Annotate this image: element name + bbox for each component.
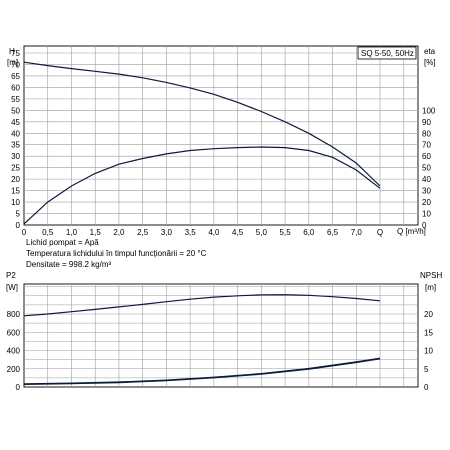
bottom-left-axis-title: P2 <box>6 271 16 280</box>
top-left-tick-label: 50 <box>11 106 20 115</box>
top-x-tick-label: 7,0 <box>351 228 363 237</box>
top-chart-curves <box>23 61 381 225</box>
top-x-tick-label: 5,0 <box>256 228 268 237</box>
top-x-tick-label: 1,0 <box>66 228 78 237</box>
top-right-tick-label: 80 <box>422 129 431 138</box>
top-right-tick-label: 60 <box>422 152 431 161</box>
top-right-tick-label: 40 <box>422 175 431 184</box>
top-left-tick-label: 15 <box>11 187 20 196</box>
top-right-tick-label: 30 <box>422 187 431 196</box>
top-x-tick-label: 6,5 <box>327 228 339 237</box>
top-left-tick-label: 0 <box>16 221 21 230</box>
bottom-chart-curves <box>23 294 381 385</box>
top-left-tick-label: 45 <box>11 118 20 127</box>
title-box <box>357 46 417 60</box>
top-left-tick-label: 65 <box>11 72 20 81</box>
top-x-tick-label: 2,0 <box>113 228 125 237</box>
bottom-right-axis-unit: [m] <box>425 283 436 292</box>
top-x-tick-label: 3,5 <box>185 228 197 237</box>
top-right-tick-label: 50 <box>422 164 431 173</box>
top-x-tick-label: 3,0 <box>161 228 173 237</box>
top-x-tick-label: 1,5 <box>90 228 102 237</box>
efficiency-curve <box>23 146 381 225</box>
bottom-chart-grid: 0 200 400 600 800 0 5 10 15 20 <box>7 283 433 392</box>
top-right-axis-unit: [%] <box>424 58 436 67</box>
top-x-tick-label: 0 <box>22 228 27 237</box>
top-left-tick-label: 55 <box>11 95 20 104</box>
top-left-tick-label: 5 <box>16 210 21 219</box>
top-x-tick-label: 0,5 <box>42 228 54 237</box>
top-left-tick-label: 10 <box>11 198 20 207</box>
bottom-chart-frame <box>23 283 419 388</box>
power-p2-curve <box>23 294 381 317</box>
bottom-right-tick-label: 0 <box>424 383 429 392</box>
bottom-right-axis-title: NPSH <box>420 271 442 280</box>
bottom-right-tick-label: 15 <box>424 328 433 337</box>
top-left-tick-label: 75 <box>11 49 20 58</box>
head-curve <box>23 61 381 187</box>
bottom-left-tick-label: 600 <box>7 328 21 337</box>
top-x-tick-label: 4,5 <box>232 228 244 237</box>
top-chart-frame <box>23 45 419 226</box>
top-right-tick-label: 10 <box>422 210 431 219</box>
top-x-tick-label: 6,0 <box>303 228 315 237</box>
top-left-tick-label: 20 <box>11 175 20 184</box>
bottom-left-axis-unit: [W] <box>6 283 18 292</box>
top-x-axis-title: Q [m³/h] <box>397 227 426 236</box>
top-x-tick-label: 2,5 <box>137 228 149 237</box>
top-right-tick-label: 70 <box>422 141 431 150</box>
top-chart-grid: 0510152025303540455055606570750102030405… <box>11 45 436 237</box>
top-right-tick-label: 90 <box>422 118 431 127</box>
npsh-curve <box>23 357 381 385</box>
top-left-tick-label: 35 <box>11 141 20 150</box>
top-right-tick-label: 0 <box>422 221 427 230</box>
note-density: Densitate = 998.2 kg/m³ <box>26 260 111 269</box>
top-left-tick-label: 25 <box>11 164 20 173</box>
top-x-axis-q-label: Q <box>377 228 383 237</box>
note-liquid-temperature: Temperatura lichidului în timpul funcțio… <box>26 249 207 258</box>
chart-title: SQ 5-50, 50Hz <box>361 49 414 58</box>
note-pumped-liquid: Lichid pompat = Apă <box>26 238 99 247</box>
top-left-tick-label: 60 <box>11 83 20 92</box>
bottom-right-tick-label: 5 <box>424 365 429 374</box>
bottom-left-tick-label: 0 <box>16 383 21 392</box>
top-x-tick-label: 4,0 <box>208 228 220 237</box>
bottom-left-tick-label: 800 <box>7 310 21 319</box>
bottom-right-tick-label: 10 <box>424 347 433 356</box>
top-left-tick-label: 30 <box>11 152 20 161</box>
top-left-axis-unit: [m] <box>7 58 18 67</box>
bottom-left-tick-label: 200 <box>7 365 21 374</box>
top-right-axis-title: eta <box>424 47 436 56</box>
bottom-right-tick-label: 20 <box>424 310 433 319</box>
top-x-tick-label: 5,5 <box>280 228 292 237</box>
top-left-tick-label: 40 <box>11 129 20 138</box>
top-right-tick-label: 100 <box>422 106 436 115</box>
bottom-left-tick-label: 400 <box>7 347 21 356</box>
top-left-tick-label: 70 <box>11 60 20 69</box>
top-right-tick-label: 20 <box>422 198 431 207</box>
top-left-axis-title-h: H <box>9 47 15 56</box>
